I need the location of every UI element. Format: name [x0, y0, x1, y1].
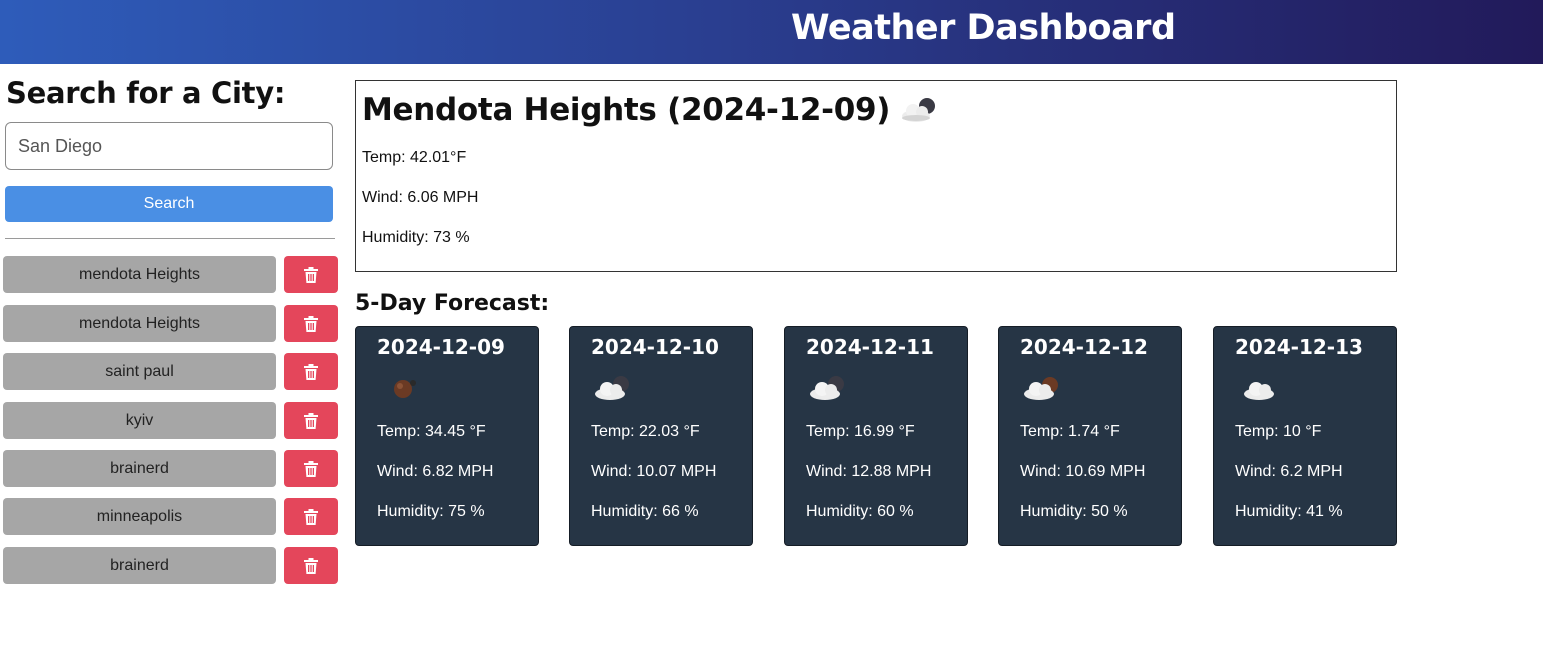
- forecast-card: 2024-12-12 Temp: 1.74 °F Wind: 10.69 MPH…: [998, 326, 1182, 546]
- forecast-temp: Temp: 16.99 °F: [806, 423, 915, 440]
- forecast-humidity: Humidity: 41 %: [1235, 503, 1343, 520]
- forecast-wind: Wind: 10.07 MPH: [591, 463, 717, 480]
- forecast-temp: Temp: 22.03 °F: [591, 423, 700, 440]
- partly-cloudy-night-icon: [1024, 377, 1058, 400]
- forecast-wind: Wind: 10.69 MPH: [1020, 463, 1146, 480]
- history-city-button[interactable]: brainerd: [3, 547, 276, 584]
- history-city-button[interactable]: minneapolis: [3, 498, 276, 535]
- forecast-card: 2024-12-09 Temp: 34.45 °F Wind: 6.82 MPH…: [355, 326, 539, 546]
- forecast-humidity: Humidity: 66 %: [591, 503, 699, 520]
- trash-icon: [304, 460, 318, 477]
- search-button[interactable]: Search: [5, 186, 333, 222]
- forecast-humidity: Humidity: 50 %: [1020, 503, 1128, 520]
- forecast-wind: Wind: 12.88 MPH: [806, 463, 932, 480]
- forecast-card: 2024-12-10 Temp: 22.03 °F Wind: 10.07 MP…: [569, 326, 753, 546]
- history-city-button[interactable]: saint paul: [3, 353, 276, 390]
- search-title: Search for a City:: [6, 76, 286, 110]
- forecast-card: 2024-12-13 Temp: 10 °F Wind: 6.2 MPH Hum…: [1213, 326, 1397, 546]
- forecast-wind: Wind: 6.82 MPH: [377, 463, 494, 480]
- history-city-button[interactable]: brainerd: [3, 450, 276, 487]
- forecast-date: 2024-12-12: [1020, 335, 1148, 359]
- trash-icon: [304, 508, 318, 525]
- forecast-date: 2024-12-10: [591, 335, 719, 359]
- moon-night-icon: [394, 380, 416, 398]
- current-wind: Wind: 6.06 MPH: [362, 189, 479, 206]
- history-row: brainerd: [0, 547, 345, 584]
- forecast-date: 2024-12-09: [377, 335, 505, 359]
- forecast-date: 2024-12-11: [806, 335, 934, 359]
- forecast-card: 2024-12-11 Temp: 16.99 °F Wind: 12.88 MP…: [784, 326, 968, 546]
- forecast-date: 2024-12-13: [1235, 335, 1363, 359]
- history-row: brainerd: [0, 450, 345, 487]
- forecast-title: 5-Day Forecast:: [355, 291, 550, 316]
- delete-city-button[interactable]: [284, 498, 338, 535]
- app-title: Weather Dashboard: [791, 8, 1176, 48]
- delete-city-button[interactable]: [284, 353, 338, 390]
- forecast-temp: Temp: 1.74 °F: [1020, 423, 1120, 440]
- cloud-icon: [1244, 382, 1274, 400]
- history-row: mendota Heights: [0, 305, 345, 342]
- current-weather-panel: Mendota Heights (2024-12-09) Temp: 42.01…: [355, 80, 1397, 272]
- trash-icon: [304, 363, 318, 380]
- forecast-temp: Temp: 10 °F: [1235, 423, 1322, 440]
- trash-icon: [304, 557, 318, 574]
- forecast-temp: Temp: 34.45 °F: [377, 423, 486, 440]
- history-row: minneapolis: [0, 498, 345, 535]
- trash-icon: [304, 266, 318, 283]
- delete-city-button[interactable]: [284, 547, 338, 584]
- current-temp: Temp: 42.01°F: [362, 149, 467, 166]
- history-row: kyiv: [0, 402, 345, 439]
- forecast-humidity: Humidity: 60 %: [806, 503, 914, 520]
- city-search-input[interactable]: [5, 122, 333, 170]
- history-city-button[interactable]: mendota Heights: [3, 305, 276, 342]
- delete-city-button[interactable]: [284, 256, 338, 293]
- delete-city-button[interactable]: [284, 402, 338, 439]
- current-city-date: Mendota Heights (2024-12-09): [362, 92, 891, 128]
- trash-icon: [304, 412, 318, 429]
- app-header: Weather Dashboard: [0, 0, 1543, 64]
- current-weather-heading: Mendota Heights (2024-12-09): [362, 91, 942, 129]
- cloud-night-icon: [810, 376, 844, 400]
- delete-city-button[interactable]: [284, 305, 338, 342]
- forecast-humidity: Humidity: 75 %: [377, 503, 485, 520]
- history-row: saint paul: [0, 353, 345, 390]
- cloud-night-icon: [902, 98, 936, 122]
- history-city-button[interactable]: mendota Heights: [3, 256, 276, 293]
- trash-icon: [304, 315, 318, 332]
- delete-city-button[interactable]: [284, 450, 338, 487]
- history-city-button[interactable]: kyiv: [3, 402, 276, 439]
- divider: [5, 238, 335, 239]
- cloud-night-icon: [595, 376, 629, 400]
- current-humidity: Humidity: 73 %: [362, 229, 470, 246]
- forecast-wind: Wind: 6.2 MPH: [1235, 463, 1343, 480]
- history-row: mendota Heights: [0, 256, 345, 293]
- sidebar: Search for a City: Search mendota Height…: [0, 64, 345, 663]
